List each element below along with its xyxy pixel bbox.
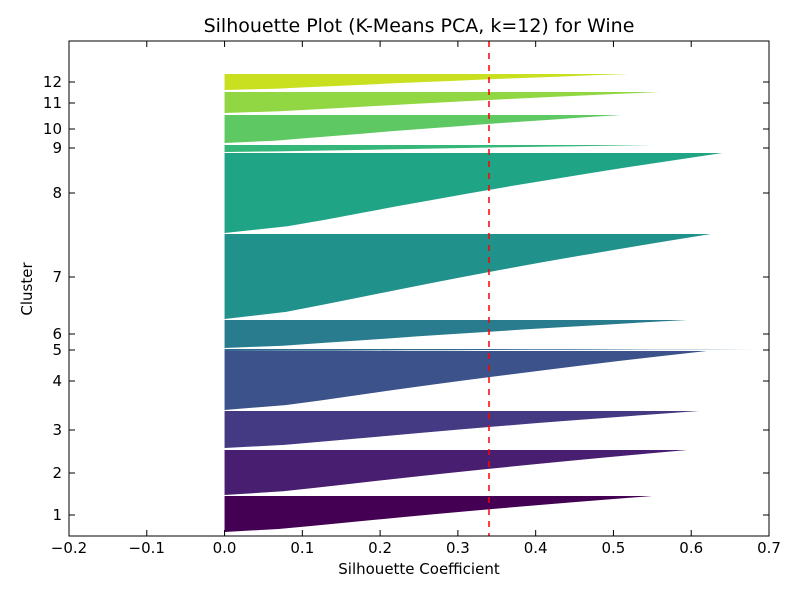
x-tick-label: −0.2 xyxy=(51,539,87,557)
silhouette-bars xyxy=(158,74,754,532)
cluster-3-silhouette xyxy=(224,411,700,448)
y-tick-label: 8 xyxy=(52,184,62,202)
cluster-2-silhouette xyxy=(224,450,688,495)
y-axis-label: Cluster xyxy=(18,262,36,316)
y-tick-label: 1 xyxy=(52,506,62,524)
x-tick-label: 0.1 xyxy=(290,539,314,557)
x-tick-label: 0.2 xyxy=(368,539,392,557)
chart-title: Silhouette Plot (K-Means PCA, k=12) for … xyxy=(204,15,635,37)
cluster-6-silhouette xyxy=(224,320,688,348)
y-tick-label: 5 xyxy=(52,341,62,359)
y-tick-label: 11 xyxy=(43,94,62,112)
y-tick-label: 9 xyxy=(52,139,62,157)
y-tick-label: 12 xyxy=(43,73,62,91)
cluster-8-silhouette xyxy=(224,153,723,233)
y-tick-label: 2 xyxy=(52,464,62,482)
y-tick-label: 4 xyxy=(52,372,62,390)
x-tick-label: 0.6 xyxy=(679,539,703,557)
cluster-11-silhouette xyxy=(212,92,661,113)
x-tick-label: 0.3 xyxy=(446,539,470,557)
x-tick-label: 0.4 xyxy=(524,539,548,557)
cluster-7-silhouette xyxy=(224,234,711,319)
cluster-12-silhouette xyxy=(224,74,630,90)
x-axis-label: Silhouette Coefficient xyxy=(338,560,500,578)
y-tick-label: 6 xyxy=(52,325,62,343)
x-tick-label: 0.7 xyxy=(757,539,781,557)
x-axis-ticks: −0.2 −0.1 0.0 0.1 0.2 0.3 0.4 0.5 0.6 0.7 xyxy=(51,41,781,557)
cluster-9-silhouette xyxy=(158,145,653,152)
cluster-5-silhouette xyxy=(220,349,754,351)
y-tick-label: 7 xyxy=(52,268,62,286)
x-tick-label: 0.0 xyxy=(213,539,237,557)
x-tick-label: 0.5 xyxy=(602,539,626,557)
cluster-1-silhouette xyxy=(193,496,653,532)
y-tick-label: 3 xyxy=(52,421,62,439)
x-tick-label: −0.1 xyxy=(129,539,165,557)
cluster-10-silhouette xyxy=(224,115,622,143)
cluster-4-silhouette xyxy=(224,351,707,410)
plot-frame xyxy=(68,40,770,537)
y-tick-label: 10 xyxy=(43,120,62,138)
